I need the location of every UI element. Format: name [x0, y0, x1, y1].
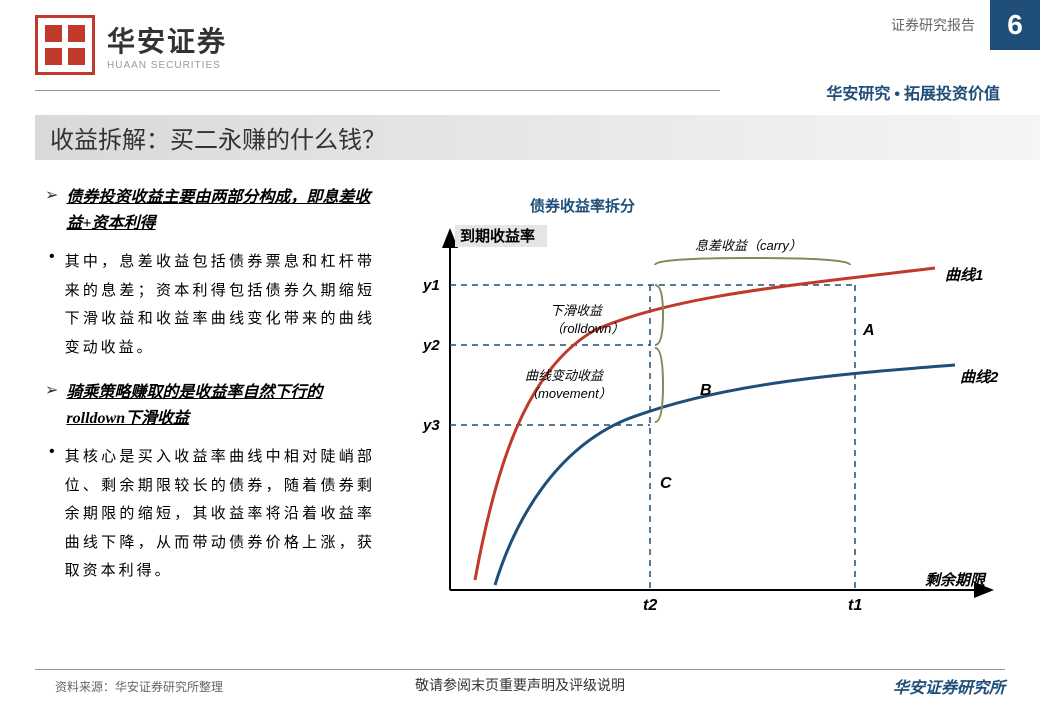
report-type-label: 证券研究报告 — [891, 15, 975, 35]
footer-org: 华安证券研究所 — [893, 674, 1005, 698]
top-divider — [35, 90, 720, 91]
logo: 华安证券 HUAAN SECURITIES — [35, 15, 227, 75]
y1-label: y1 — [422, 277, 440, 294]
point-c: C — [660, 475, 672, 492]
carry-annotation: 息差收益（carry） — [695, 238, 802, 253]
logo-cn-text: 华安证券 — [107, 20, 227, 60]
arrow-icon: ➢ — [45, 185, 58, 236]
slide-title-bar: 收益拆解：买二永赚的什么钱？ — [35, 115, 1040, 160]
movement-annotation-1: 曲线变动收益 — [525, 368, 605, 383]
curve1-label: 曲线1 — [945, 267, 983, 284]
brand-tagline: 华安研究•拓展投资价值 — [826, 80, 1000, 104]
chart-title: 债券收益率拆分 — [530, 195, 635, 216]
x-axis-label: 剩余期限 — [925, 571, 987, 589]
t2-label: t2 — [643, 597, 657, 614]
y-axis-label: 到期收益率 — [460, 227, 535, 245]
yield-curve-chart: 到期收益率 剩余期限 y1 y2 y3 t2 t1 曲线1 曲线2 A B C … — [395, 220, 1015, 620]
footer-disclaimer: 敬请参阅末页重要声明及评级说明 — [0, 675, 1040, 695]
logo-en-text: HUAAN SECURITIES — [107, 60, 227, 71]
y2-label: y2 — [422, 337, 440, 354]
curve-1 — [475, 268, 935, 580]
footer-divider — [35, 669, 1005, 670]
point-a: A — [862, 322, 875, 339]
bullet-main-2: ➢ 骑乘策略赚取的是收益率自然下行的rolldown下滑收益 — [45, 380, 375, 431]
bullet-sub-2: • 其核心是买入收益率曲线中相对陡峭部位、剩余期限较长的债券，随着债券剩余期限的… — [45, 443, 375, 586]
curve2-label: 曲线2 — [960, 369, 999, 386]
bullet-sub-1: • 其中，息差收益包括债券票息和杠杆带来的息差；资本利得包括债券久期缩短下滑收益… — [45, 248, 375, 362]
rolldown-annotation-1: 下滑收益 — [550, 303, 604, 318]
logo-icon — [35, 15, 95, 75]
y3-label: y3 — [422, 417, 440, 434]
movement-annotation-2: （movement） — [525, 386, 612, 401]
rolldown-annotation-2: （rolldown） — [550, 321, 624, 336]
bracket-carry — [655, 258, 850, 265]
content-text: ➢ 债券投资收益主要由两部分构成，即息差收益+资本利得 • 其中，息差收益包括债… — [45, 185, 375, 604]
arrow-icon: ➢ — [45, 380, 58, 431]
t1-label: t1 — [848, 597, 862, 614]
bracket-movement — [655, 348, 663, 422]
page-number: 6 — [990, 0, 1040, 50]
bracket-rolldown — [655, 285, 663, 345]
point-b: B — [700, 382, 712, 399]
slide-title: 收益拆解：买二永赚的什么钱？ — [50, 120, 386, 155]
bullet-main-1: ➢ 债券投资收益主要由两部分构成，即息差收益+资本利得 — [45, 185, 375, 236]
